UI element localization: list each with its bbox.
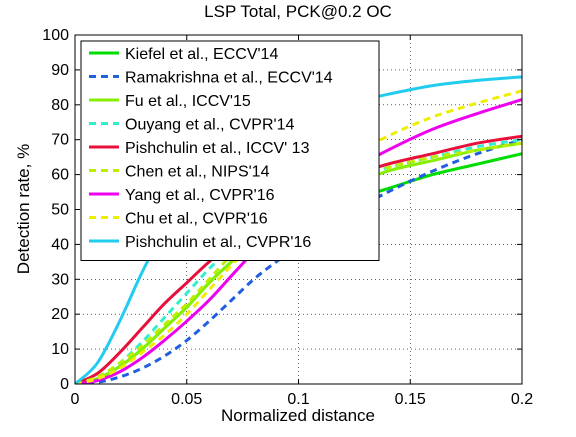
x-tick-label: 0.1 [287, 391, 309, 408]
legend-label-5: Chen et al., NIPS'14 [125, 164, 270, 181]
chart-title: LSP Total, PCK@0.2 OC [204, 2, 392, 21]
legend-label-7: Chu et al., CVPR'16 [125, 211, 268, 228]
y-tick-label: 70 [51, 132, 69, 149]
series-line-1 [75, 138, 522, 384]
legend-box [80, 40, 380, 261]
legend-label-2: Fu et al., ICCV'15 [125, 93, 251, 110]
legend-label-0: Kiefel et al., ECCV'14 [125, 46, 278, 63]
x-tick-label: 0.2 [511, 391, 533, 408]
y-tick-label: 10 [51, 341, 69, 358]
x-tick-label: 0.15 [395, 391, 426, 408]
y-tick-label: 0 [60, 376, 69, 393]
axis-ticks: 0 0.05 0.1 0.15 0.2 0 10 20 30 40 50 60 70 80 90 100 [42, 27, 533, 408]
legend-label-3: Ouyang et al., CVPR'14 [125, 117, 294, 134]
y-tick-label: 50 [51, 202, 69, 219]
y-tick-label: 40 [51, 236, 69, 253]
grid [75, 35, 522, 384]
y-tick-label: 30 [51, 271, 69, 288]
legend-label-8: Pishchulin et al., CVPR'16 [125, 234, 311, 251]
y-tick-label: 20 [51, 306, 69, 323]
x-tick-label: 0.05 [171, 391, 202, 408]
legend-label-1: Ramakrishna et al., ECCV'14 [125, 70, 333, 87]
x-tick-label: 0 [71, 391, 80, 408]
x-axis-label: Normalized distance [221, 406, 375, 425]
legend-label-6: Yang et al., CVPR'16 [125, 187, 275, 204]
legend-label-4: Pishchulin et al., ICCV' 13 [125, 140, 310, 157]
y-tick-label: 60 [51, 167, 69, 184]
y-tick-label: 90 [51, 62, 69, 79]
legend: Kiefel et al., ECCV'14 Ramakrishna et al.… [80, 40, 380, 261]
y-axis-label: Detection rate, % [14, 144, 33, 274]
series-line-6 [75, 98, 522, 384]
y-tick-label: 80 [51, 97, 69, 114]
y-tick-label: 100 [42, 27, 69, 44]
